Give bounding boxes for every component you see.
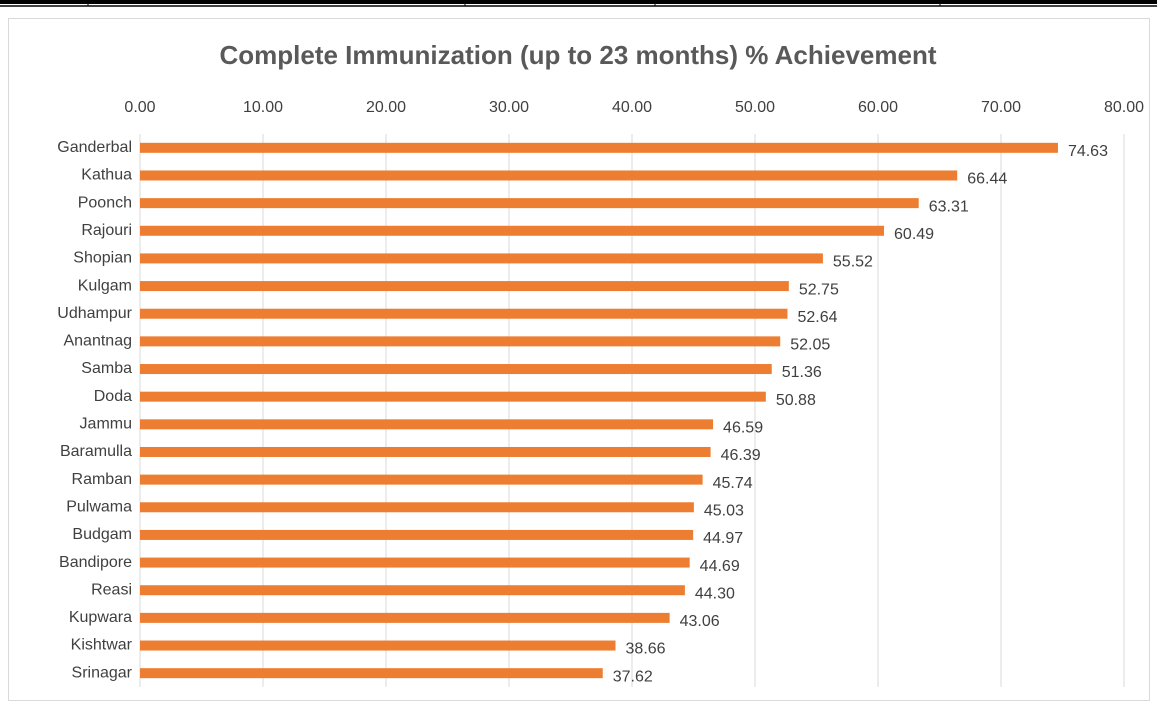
data-label: 63.31	[929, 198, 969, 215]
data-label: 51.36	[782, 364, 822, 381]
bar	[140, 142, 1058, 153]
y-tick-label: Shopian	[73, 250, 132, 267]
x-tick-label: 80.00	[1104, 99, 1144, 116]
x-tick-label: 10.00	[243, 99, 283, 116]
y-tick-label: Pulwama	[66, 498, 132, 515]
bar	[140, 612, 670, 623]
data-label: 74.63	[1068, 143, 1108, 160]
data-label: 44.30	[695, 585, 735, 602]
bar	[140, 585, 685, 596]
data-label: 38.66	[626, 641, 666, 658]
data-label: 52.05	[790, 337, 830, 354]
bar	[140, 474, 703, 485]
data-label: 46.59	[723, 420, 763, 437]
bar	[140, 308, 788, 319]
y-tick-label: Baramulla	[60, 443, 132, 460]
data-label: 37.62	[613, 668, 653, 685]
bar	[140, 281, 789, 292]
y-tick-label: Samba	[81, 360, 132, 377]
y-tick-label: Ramban	[72, 471, 132, 488]
y-tick-label: Kulgam	[78, 277, 132, 294]
data-label: 60.49	[894, 226, 934, 243]
x-tick-label: 40.00	[612, 99, 652, 116]
y-tick-label: Poonch	[78, 194, 132, 211]
y-tick-label: Udhampur	[57, 305, 132, 322]
data-label: 44.69	[700, 558, 740, 575]
bar	[140, 364, 772, 375]
data-label: 46.39	[721, 447, 761, 464]
y-tick-label: Doda	[94, 388, 132, 405]
data-label: 45.74	[713, 475, 753, 492]
x-tick-label: 60.00	[858, 99, 898, 116]
data-label: 45.03	[704, 502, 744, 519]
bar	[140, 529, 694, 540]
y-tick-label: Anantnag	[63, 333, 132, 350]
bar	[140, 225, 885, 236]
y-tick-label: Reasi	[91, 581, 132, 598]
bar	[140, 336, 781, 347]
bar	[140, 391, 766, 402]
data-label: 43.06	[680, 613, 720, 630]
bar	[140, 640, 616, 651]
x-tick-label: 0.00	[124, 99, 155, 116]
y-tick-label: Kathua	[81, 167, 132, 184]
bar	[140, 253, 823, 264]
y-tick-label: Ganderbal	[57, 139, 132, 156]
x-tick-label: 50.00	[735, 99, 775, 116]
bar	[140, 668, 603, 679]
y-tick-label: Kupwara	[69, 609, 132, 626]
x-tick-label: 30.00	[489, 99, 529, 116]
bar	[140, 446, 711, 457]
bar	[140, 170, 958, 181]
top-border	[0, 0, 1157, 4]
data-label: 66.44	[967, 171, 1007, 188]
y-tick-label: Budgam	[72, 526, 132, 543]
x-tick-label: 20.00	[366, 99, 406, 116]
x-tick-label: 70.00	[981, 99, 1021, 116]
bar	[140, 419, 714, 430]
chart-frame	[8, 18, 1150, 701]
bar	[140, 198, 919, 209]
y-tick-label: Srinagar	[72, 664, 133, 681]
y-tick-label: Rajouri	[81, 222, 132, 239]
y-tick-label: Kishtwar	[71, 637, 133, 654]
y-tick-label: Jammu	[80, 416, 132, 433]
chart-title: Complete Immunization (up to 23 months) …	[220, 40, 937, 70]
data-label: 44.97	[703, 530, 743, 547]
data-label: 52.75	[799, 281, 839, 298]
y-tick-label: Bandipore	[59, 554, 132, 571]
data-label: 52.64	[797, 309, 837, 326]
data-label: 55.52	[833, 254, 873, 271]
bar	[140, 557, 690, 568]
bar	[140, 502, 694, 513]
data-label: 50.88	[776, 392, 816, 409]
